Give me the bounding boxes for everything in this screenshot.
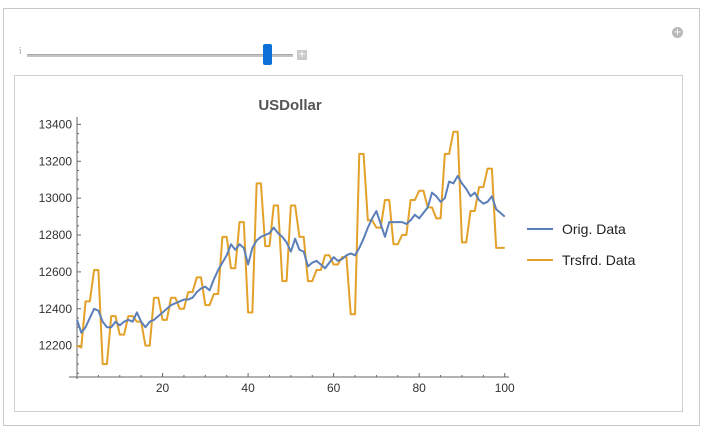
slider-label: i bbox=[19, 47, 22, 57]
y-tick-label: 12400 bbox=[39, 302, 73, 316]
x-tick-label: 40 bbox=[241, 381, 255, 395]
x-tick-label: 100 bbox=[495, 381, 515, 395]
slider-expand-icon[interactable]: + bbox=[297, 49, 307, 60]
y-tick-label: 13200 bbox=[39, 154, 73, 168]
x-tick-label: 80 bbox=[412, 381, 426, 395]
x-tick-label: 60 bbox=[327, 381, 341, 395]
add-controls-icon[interactable]: + bbox=[672, 27, 683, 38]
chart-axes: 12200 12400 12600 12800 13000 13200 13400 20 40 6… bbox=[39, 117, 515, 395]
y-tick-label: 13000 bbox=[39, 191, 73, 205]
y-tick-label: 13400 bbox=[39, 117, 73, 131]
legend-label-trsfrd-data: Trsfrd. Data bbox=[562, 252, 636, 268]
plot-frame bbox=[14, 75, 683, 412]
series-line-orig-data bbox=[76, 175, 506, 334]
y-tick-label: 12200 bbox=[39, 339, 73, 353]
legend-label-orig-data: Orig. Data bbox=[562, 221, 626, 237]
slider-thumb[interactable] bbox=[262, 44, 272, 65]
series-line-trsfrd-data bbox=[76, 130, 505, 366]
slider-track[interactable] bbox=[27, 54, 293, 57]
chart-legend: Orig. Data Trsfrd. Data bbox=[527, 221, 636, 268]
chart-title: USDollar bbox=[258, 97, 322, 114]
x-tick-label: 20 bbox=[156, 381, 170, 395]
chart-series-lines bbox=[76, 130, 506, 366]
y-tick-label: 12800 bbox=[39, 228, 73, 242]
y-tick-label: 12600 bbox=[39, 265, 73, 279]
